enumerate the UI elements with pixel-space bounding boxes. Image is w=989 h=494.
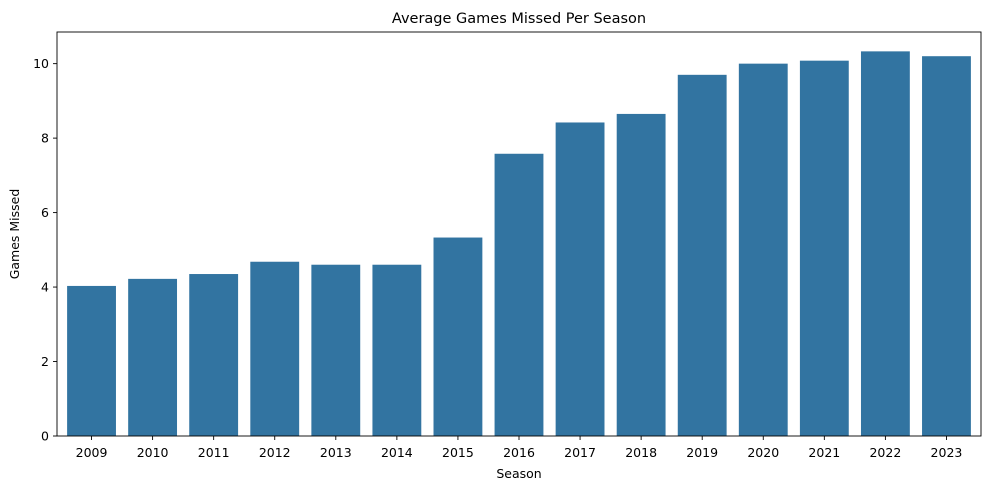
- x-tick-label: 2013: [320, 445, 352, 460]
- x-tick-label: 2022: [869, 445, 901, 460]
- axes-frame: [56, 31, 982, 437]
- bar-2023: [922, 56, 971, 436]
- bar-2017: [555, 122, 605, 436]
- bar-2014: [372, 264, 422, 436]
- x-tick-label: 2019: [686, 445, 718, 460]
- y-tick-label: 8: [41, 131, 49, 146]
- bar-2016: [494, 153, 544, 436]
- y-tick-label: 2: [41, 354, 49, 369]
- chart-title: Average Games Missed Per Season: [392, 11, 646, 27]
- x-axis-label: Season: [496, 466, 541, 481]
- x-tick-label: 2012: [259, 445, 291, 460]
- bar-2013: [311, 264, 361, 436]
- x-tick-label: 2010: [137, 445, 169, 460]
- bar-2021: [799, 60, 849, 437]
- bar-2009: [67, 285, 116, 436]
- bar-2020: [738, 63, 788, 437]
- x-tick-label: 2018: [625, 445, 657, 460]
- bar-2011: [189, 274, 239, 436]
- bar-2010: [128, 278, 178, 436]
- x-tick-label: 2011: [198, 445, 230, 460]
- x-tick-label: 2016: [503, 445, 535, 460]
- x-tick-label: 2017: [564, 445, 596, 460]
- x-tick-label: 2021: [808, 445, 840, 460]
- bar-2018: [616, 113, 666, 437]
- x-axis-ticks: 2009 2010 2011 2012 2013 2014 2015 2016 2017 2018…: [76, 436, 963, 460]
- x-tick-label: 2015: [442, 445, 474, 460]
- x-tick-label: 2023: [931, 445, 963, 460]
- x-tick-label: 2020: [747, 445, 779, 460]
- bar-2012: [250, 261, 300, 436]
- y-tick-label: 4: [41, 280, 49, 295]
- bars-group: [67, 51, 971, 437]
- y-axis-ticks: 0 2 4 6 8 10: [33, 56, 57, 444]
- bar-2022: [860, 51, 910, 437]
- y-tick-label: 6: [41, 205, 49, 220]
- x-tick-label: 2009: [76, 445, 108, 460]
- plot-area: [56, 31, 982, 437]
- y-axis-label: Games Missed: [7, 189, 22, 280]
- bar-2019: [677, 74, 727, 436]
- x-tick-label: 2014: [381, 445, 413, 460]
- y-tick-label: 0: [41, 429, 49, 444]
- y-tick-label: 10: [33, 56, 49, 71]
- bar-2015: [433, 237, 483, 436]
